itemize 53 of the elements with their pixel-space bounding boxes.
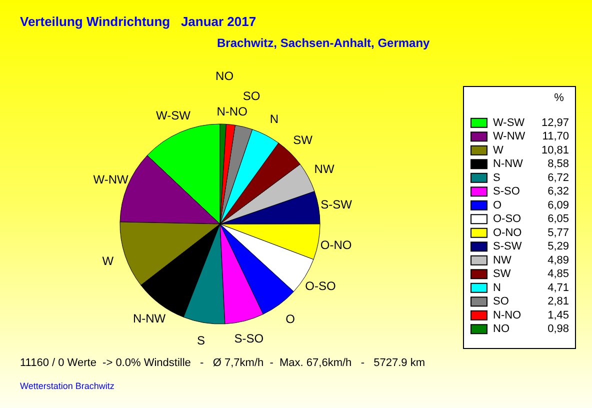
legend-label: NW [493,254,512,266]
chart-subtitle: Brachwitz, Sachsen-Anhalt, Germany [217,36,430,50]
slice-label: N [270,112,279,126]
data-label: 10,81 [541,144,569,156]
data-label: 6,32 [548,186,569,198]
legend-label: SW [493,268,512,280]
chart-title: Verteilung Windrichtung Januar 2017 [20,14,256,29]
slice-label: S [196,333,205,348]
slice-label: NO [216,69,234,84]
slice-label: O-SO [305,278,336,293]
legend-label: W-SW [493,116,526,129]
data-label: 12,97 [541,116,569,129]
legend-label: SO [493,296,510,308]
slice-label: O [286,312,295,326]
data-label: 5,29 [548,240,569,253]
slice-label: W [102,254,114,268]
data-label: 4,71 [548,282,569,294]
data-label: 2,81 [548,296,569,308]
legend-title: % [554,92,564,104]
legend-label: O [493,199,502,212]
slice-label: S-SW [320,197,353,212]
data-label: 1,45 [548,309,569,322]
slice-label: NW [314,162,335,176]
slice-label: O-NO [320,238,352,252]
legend-label: N-NW [493,158,524,170]
slice-label: N-NW [132,311,166,326]
data-label: 6,05 [548,213,569,226]
slice-label: W-SW [156,108,192,123]
legend-label: W [493,144,504,156]
data-label: 4,89 [548,254,569,266]
legend-label: O-NO [493,226,522,239]
slice-label: SW [293,132,314,147]
data-label: 5,77 [548,226,569,239]
slice-label: S-SO [234,331,264,346]
data-label: 11,70 [542,130,569,143]
data-label: 0,98 [548,323,569,336]
slice-label: W-NW [93,172,129,186]
data-label: 6,72 [548,172,569,184]
legend-label: O-SO [493,213,522,226]
legend-label: S [493,172,500,184]
legend-label: NO [493,323,510,336]
data-label: 4,85 [548,268,569,280]
legend-label: S-SW [493,240,522,253]
data-label: 6,09 [548,199,569,212]
legend-label: N [493,282,501,294]
data-label: 8,58 [548,158,569,170]
slice-label: N-NO [216,104,248,119]
legend-label: W-NW [493,130,526,143]
legend-label: S-SO [493,186,520,198]
slice-label: SO [242,88,260,103]
text: Wetterstation Brachwitz [20,381,114,391]
text: 11160 / 0 Werte -> 0.0% Windstille - Ø 7,7km/h - Max. 67,6km/h - 5727.9 km [20,357,426,369]
legend-label: N-NO [493,309,522,322]
